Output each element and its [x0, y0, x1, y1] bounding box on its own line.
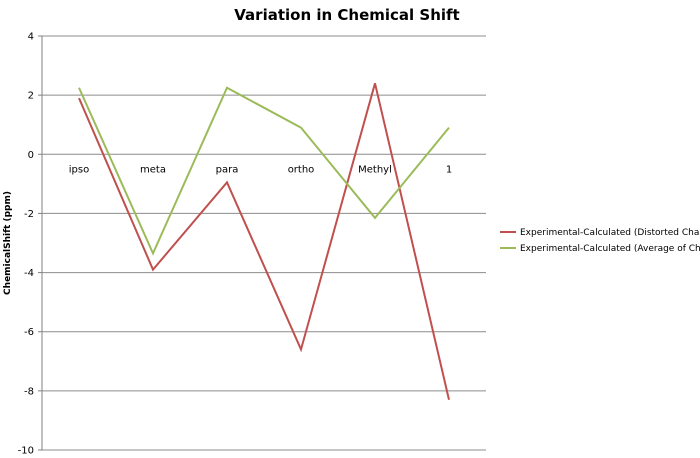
x-category-label: meta: [140, 164, 166, 175]
x-category-label: para: [216, 164, 239, 175]
y-tick-label: 2: [28, 91, 34, 102]
series-line-1: [78, 83, 450, 400]
x-axis-categories: ipso meta para ortho Methyl 1: [69, 164, 452, 175]
legend-label: Experimental-Calculated (Average of Chai…: [520, 244, 700, 254]
y-tick-label: -2: [24, 209, 34, 220]
x-category-label: 1: [446, 164, 452, 175]
y-tick-label: 4: [28, 32, 34, 43]
x-category-label: Methyl: [358, 164, 392, 175]
y-axis-label: ChemicalShift (ppm): [3, 191, 13, 295]
legend: Experimental-Calculated (Distorted Chair…: [500, 228, 700, 254]
y-tick-label: -8: [24, 386, 34, 397]
legend-label: Experimental-Calculated (Distorted Chair…: [520, 228, 700, 238]
y-tick-label: -6: [24, 327, 34, 338]
grid-lines: [38, 35, 486, 451]
y-tick-label: -10: [18, 446, 34, 457]
y-axis-ticks: 4 2 0 -2 -4 -6 -8 -10: [18, 32, 34, 457]
y-tick-label: -4: [24, 268, 34, 279]
series-lines: [78, 83, 450, 400]
chart-title: Variation in Chemical Shift: [234, 6, 459, 24]
y-tick-label: 0: [28, 150, 34, 161]
series-line-2: [78, 86, 450, 256]
x-category-label: ipso: [69, 164, 89, 175]
x-category-label: ortho: [288, 164, 315, 175]
